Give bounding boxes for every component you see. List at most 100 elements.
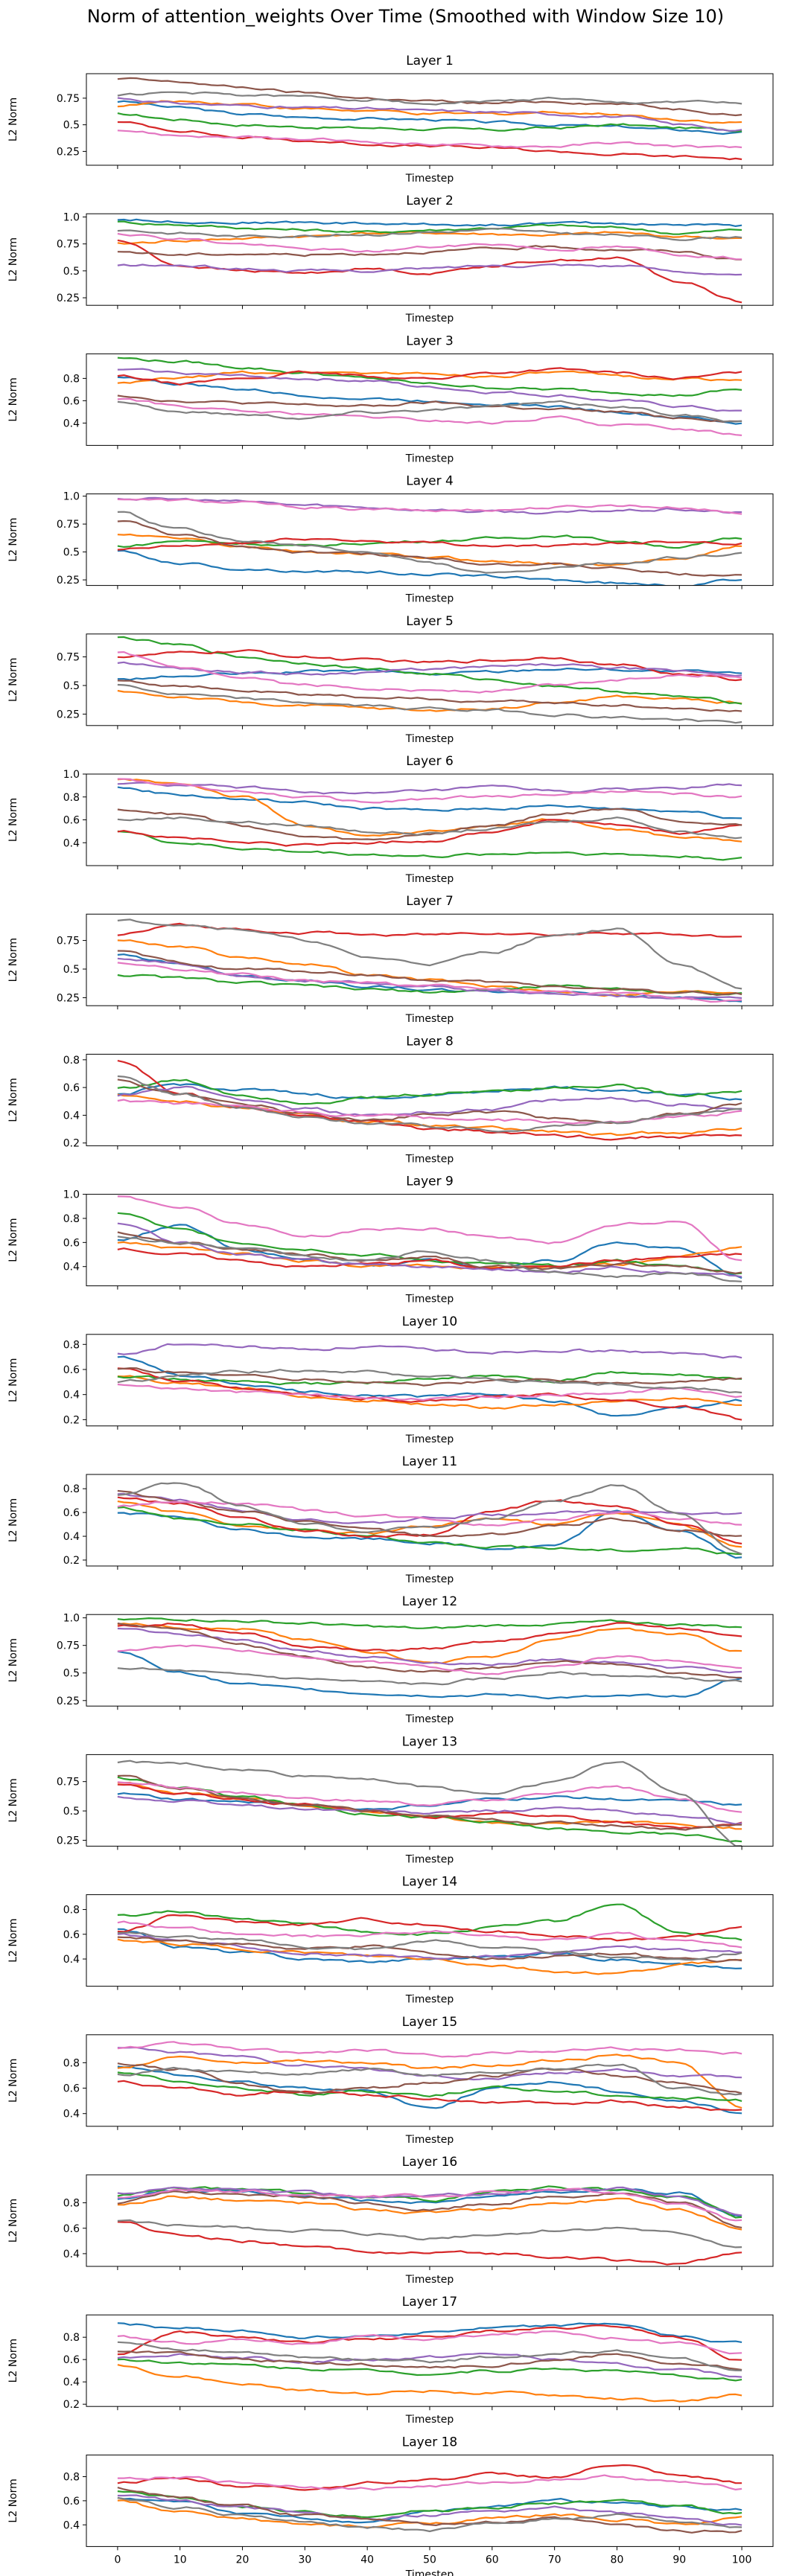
series-line-4 (117, 2324, 742, 2361)
series-line-5 (117, 661, 742, 677)
series-line-7 (117, 2041, 742, 2058)
series-line-6 (117, 950, 742, 997)
y-tick-label: 0.5 (63, 1668, 80, 1680)
y-axis-label: L2 Norm (7, 377, 19, 421)
y-axis-label: L2 Norm (7, 798, 19, 842)
y-tick-label: 0.2 (63, 1138, 80, 1150)
x-tick-label: 70 (548, 2554, 562, 2566)
series-line-7 (117, 2330, 742, 2355)
y-tick-label: 0.5 (63, 120, 80, 132)
y-tick-label: 0.4 (63, 2377, 80, 2388)
series-group (117, 1343, 742, 1421)
y-tick-label: 0.6 (63, 2354, 80, 2366)
series-line-1 (117, 786, 742, 819)
series-group (117, 2322, 742, 2403)
y-tick-label: 1.0 (63, 1613, 80, 1625)
series-line-1 (117, 1224, 742, 1279)
series-line-6 (117, 520, 742, 577)
series-group (117, 496, 742, 586)
y-tick-label: 0.75 (57, 936, 80, 947)
x-axis-label: Timestep (405, 1294, 454, 1305)
subplot-layer-5: Layer 5 0.25 0.5 0.75 Timestep L2 Norm (7, 614, 774, 745)
y-tick-label: 0.5 (63, 266, 80, 278)
subplot-layer-14: Layer 14 0.4 0.6 0.8 Timestep L2 Norm (7, 1875, 774, 2006)
subplot-title: Layer 16 (402, 2155, 457, 2170)
y-tick-label: 0.4 (63, 2249, 80, 2260)
subplot-title: Layer 1 (406, 54, 454, 68)
series-line-1 (117, 953, 742, 1003)
series-line-6 (117, 1231, 742, 1274)
y-tick-label: 0.8 (63, 1339, 80, 1351)
series-line-7 (117, 2474, 742, 2491)
y-tick-label: 0.8 (63, 1055, 80, 1067)
y-tick-label: 0.25 (57, 1696, 80, 1707)
subplot-layer-7: Layer 7 0.25 0.5 0.75 Timestep L2 Norm (7, 894, 774, 1025)
y-tick-label: 0.6 (63, 1929, 80, 1941)
y-tick-label: 0.4 (63, 1110, 80, 1122)
axes-frame (86, 1053, 774, 1146)
x-tick-label: 30 (298, 2554, 311, 2566)
x-tick-label: 40 (360, 2554, 374, 2566)
series-line-6 (117, 1774, 742, 1831)
subplot-layer-2: Layer 2 0.25 0.5 0.75 1.0 Timestep L2 Norm (7, 194, 774, 325)
y-axis-label: L2 Norm (7, 1078, 19, 1122)
y-axis-label: L2 Norm (7, 1218, 19, 1262)
series-group (117, 1060, 742, 1141)
y-tick-label: 0.75 (57, 652, 80, 664)
y-tick-label: 0.6 (63, 1364, 80, 1376)
y-axis-label: L2 Norm (7, 1918, 19, 1962)
series-line-7 (117, 651, 742, 694)
series-line-2 (117, 370, 742, 384)
x-axis-label: Timestep (405, 2274, 454, 2286)
series-line-5 (117, 1343, 742, 1359)
y-tick-label: 0.2 (63, 1414, 80, 1426)
series-line-7 (117, 2187, 742, 2222)
series-line-3 (117, 1212, 742, 1275)
series-line-8 (117, 2496, 742, 2533)
series-line-7 (117, 1644, 742, 1675)
subplot-layer-10: Layer 10 0.2 0.4 0.6 0.8 Timestep L2 Norm (7, 1314, 774, 1445)
series-line-8 (117, 228, 742, 241)
series-line-5 (117, 2352, 742, 2378)
series-line-6 (117, 1622, 742, 1679)
y-tick-label: 0.8 (63, 1905, 80, 1917)
series-line-4 (117, 1622, 742, 1652)
x-axis-label: Timestep (405, 873, 454, 885)
y-tick-label: 0.6 (63, 2223, 80, 2235)
x-tick-label: 80 (611, 2554, 624, 2566)
y-tick-label: 0.25 (57, 575, 80, 587)
series-line-3 (117, 1617, 742, 1629)
y-tick-label: 0.8 (63, 373, 80, 385)
x-axis-label: Timestep (405, 2134, 454, 2146)
y-tick-label: 0.6 (63, 815, 80, 827)
series-line-5 (117, 263, 742, 276)
x-axis-label: Timestep (405, 2569, 454, 2576)
series-line-6 (117, 245, 742, 261)
series-group (117, 1195, 742, 1282)
x-tick-label: 90 (672, 2554, 686, 2566)
y-axis-label: L2 Norm (7, 517, 19, 561)
y-tick-label: 0.4 (63, 418, 80, 429)
series-line-4 (117, 1783, 742, 1829)
series-group (117, 1760, 742, 1847)
subplot-title: Layer 11 (402, 1454, 457, 1469)
y-axis-label: L2 Norm (7, 1498, 19, 1542)
x-axis-label: Timestep (405, 733, 454, 745)
y-tick-label: 0.2 (63, 1555, 80, 1567)
x-tick-label: 0 (114, 2554, 121, 2566)
subplot-title: Layer 7 (406, 894, 454, 909)
series-line-3 (117, 830, 742, 861)
axes-frame (86, 2034, 774, 2127)
y-tick-label: 0.4 (63, 1262, 80, 1273)
y-axis-label: L2 Norm (7, 1778, 19, 1822)
series-line-4 (117, 649, 742, 682)
series-line-8 (117, 1369, 742, 1394)
series-line-6 (117, 680, 742, 712)
series-line-8 (117, 2219, 742, 2249)
series-line-4 (117, 2080, 742, 2112)
y-axis-label: L2 Norm (7, 1358, 19, 1402)
y-tick-label: 0.8 (63, 2332, 80, 2344)
y-tick-label: 0.4 (63, 1954, 80, 1966)
series-line-5 (117, 1627, 742, 1674)
series-line-5 (117, 1932, 742, 1960)
